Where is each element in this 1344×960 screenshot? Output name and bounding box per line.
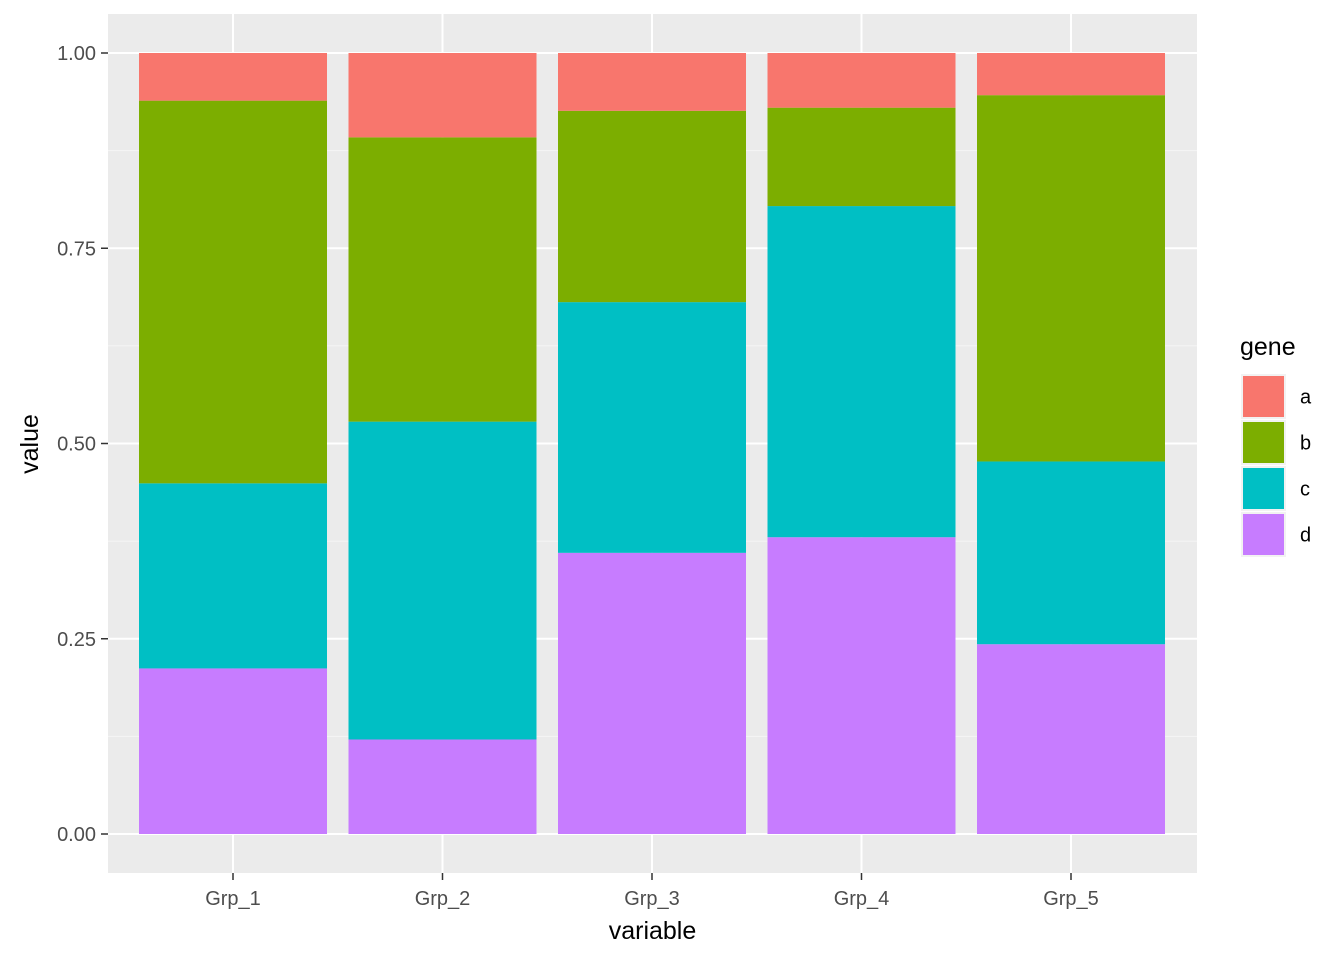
bar-Grp_2-b: [348, 137, 537, 422]
bar-Grp_5-a: [977, 53, 1165, 96]
bar-Grp_4-d: [767, 537, 956, 834]
bar-Grp_2-a: [348, 53, 537, 138]
bar-Grp_1-d: [139, 668, 327, 834]
y-tick-label: 0.50: [57, 434, 96, 456]
legend-swatch-c: [1243, 468, 1284, 509]
legend-title: gene: [1240, 333, 1296, 361]
bar-Grp_1-a: [139, 53, 327, 101]
legend-label: c: [1300, 479, 1310, 501]
y-tick-label: 0.75: [57, 238, 96, 260]
legend-swatch-d: [1243, 514, 1284, 555]
legend-keys: a b c d: [1241, 374, 1312, 557]
x-tick-label: Grp_5: [1043, 888, 1099, 910]
legend-label: a: [1300, 387, 1312, 409]
x-tick-label: Grp_1: [205, 888, 261, 910]
y-tick-label: 0.25: [57, 629, 96, 651]
legend-swatch-b: [1243, 422, 1284, 463]
bar-Grp_1-b: [139, 100, 327, 484]
bar-Grp_4-c: [767, 206, 956, 538]
y-tick-label: 0.00: [57, 824, 96, 846]
legend-label: b: [1300, 433, 1311, 455]
bar-Grp_5-c: [977, 461, 1165, 645]
legend-label: d: [1300, 525, 1311, 547]
bar-Grp_3-c: [558, 302, 746, 553]
bar-Grp_3-a: [558, 53, 746, 111]
bars: [139, 53, 1165, 834]
x-tick-label: Grp_3: [624, 888, 680, 910]
bar-Grp_4-b: [767, 107, 956, 207]
legend-swatch-a: [1243, 376, 1284, 417]
bar-Grp_5-b: [977, 95, 1165, 462]
x-axis: Grp_1 Grp_2 Grp_3 Grp_4 Grp_5: [205, 873, 1099, 910]
x-tick-label: Grp_4: [834, 888, 890, 910]
legend: gene a b c d: [1240, 333, 1312, 557]
bar-Grp_3-d: [558, 552, 746, 834]
bar-Grp_3-b: [558, 110, 746, 303]
bar-Grp_2-d: [348, 739, 537, 834]
x-tick-label: Grp_2: [415, 888, 471, 910]
x-axis-title: variable: [609, 917, 697, 945]
y-axis-title: value: [16, 414, 44, 474]
bar-Grp_5-d: [977, 644, 1165, 834]
bar-Grp_4-a: [767, 53, 956, 108]
y-tick-label: 1.00: [57, 43, 96, 65]
y-axis: 0.00 0.25 0.50 0.75 1.00: [57, 43, 108, 846]
bar-Grp_2-c: [348, 421, 537, 740]
bar-Grp_1-c: [139, 483, 327, 669]
